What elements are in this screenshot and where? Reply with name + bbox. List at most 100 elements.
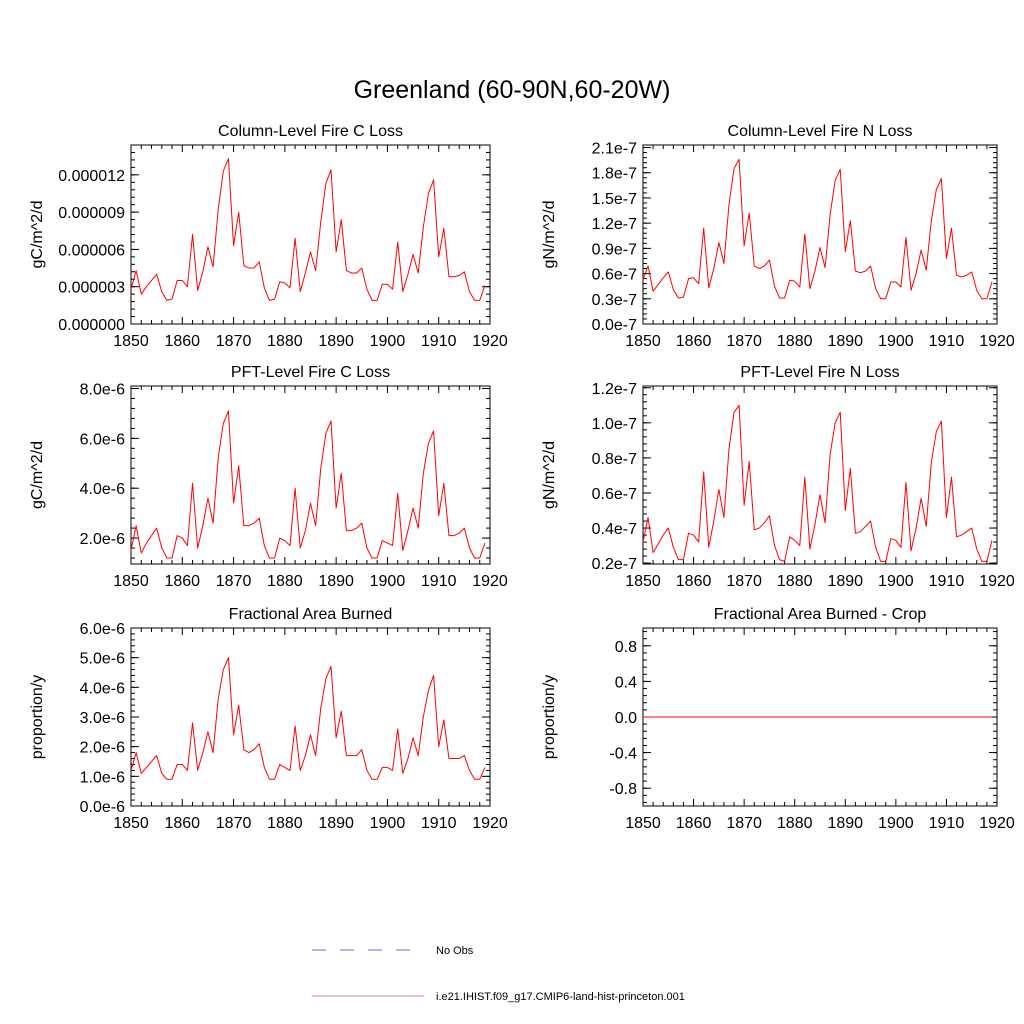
panel-1-y-tick-label: 0.000006 — [58, 242, 125, 259]
panel-1-y-axis-label: gC/m^2/d — [29, 201, 46, 269]
panel-4-y-tick-label: 1.0e-7 — [592, 416, 637, 433]
panel-2-x-tick-label: 1860 — [676, 333, 712, 350]
panel-1-y-tick-label: 0.000012 — [58, 168, 125, 185]
panel-2-series-line — [642, 158, 993, 300]
panel-3-pft-level-fire-c-loss: PFT-Level Fire C Loss gC/m^2/d 1850 1860 187… — [29, 364, 508, 590]
panel-6-x-tick-label: 1870 — [726, 815, 762, 832]
panel-2-x-tick-label: 1920 — [979, 333, 1015, 350]
panel-1-x-tick-label: 1900 — [370, 333, 406, 350]
panel-1-x-tick-label: 1910 — [421, 333, 457, 350]
panel-4-title: PFT-Level Fire N Loss — [740, 364, 899, 381]
panel-3-x-tick-label: 1900 — [370, 573, 406, 590]
panel-1-series-line — [130, 158, 486, 301]
panel-5-x-tick-label: 1910 — [421, 815, 457, 832]
panel-6-y-tick-label: 0.0 — [615, 710, 637, 727]
panel-5-x-tick-label: 1850 — [113, 815, 149, 832]
panel-6-x-tick-label: 1880 — [777, 815, 813, 832]
panel-3-y-tick-label: 2.0e-6 — [80, 531, 125, 548]
panel-6-x-tick-label: 1890 — [827, 815, 863, 832]
panel-3-title: PFT-Level Fire C Loss — [231, 364, 390, 381]
panel-3-series-line — [130, 410, 486, 559]
panel-5-x-tick-label: 1920 — [472, 815, 508, 832]
panel-3-x-tick-label: 1890 — [318, 573, 354, 590]
panel-2-x-tick-label: 1890 — [827, 333, 863, 350]
panel-3-plot-frame — [130, 385, 491, 565]
panel-5-title: Fractional Area Burned — [229, 606, 393, 623]
panel-5-x-tick-label: 1880 — [267, 815, 303, 832]
panel-4-x-tick-label: 1870 — [726, 573, 762, 590]
panel-3-x-tick-label: 1910 — [421, 573, 457, 590]
panel-2-column-level-fire-n-loss: Column-Level Fire N Loss gN/m^2/d 1850 1860… — [541, 123, 1015, 350]
panel-6-y-tick-label: -0.4 — [609, 746, 637, 763]
panel-2-y-tick-label: 0.9e-7 — [592, 241, 637, 258]
panel-2-y-axis-label: gN/m^2/d — [541, 201, 558, 269]
panel-6-fractional-area-burned-crop: Fractional Area Burned - Crop proportion/… — [541, 606, 1015, 832]
panel-5-fractional-area-burned: Fractional Area Burned proportion/y 1850 18… — [29, 606, 508, 832]
panel-4-x-tick-label: 1860 — [676, 573, 712, 590]
panel-1-y-tick-label: 0.000009 — [58, 205, 125, 222]
panel-4-y-tick-label: 1.2e-7 — [592, 381, 637, 398]
panel-5-x-tick-label: 1860 — [164, 815, 200, 832]
panel-2-title: Column-Level Fire N Loss — [728, 123, 913, 140]
panel-3-x-tick-label: 1870 — [216, 573, 252, 590]
panel-3-x-tick-label: 1920 — [472, 573, 508, 590]
panel-6-x-tick-label: 1850 — [625, 815, 661, 832]
panel-4-y-axis-label: gN/m^2/d — [541, 441, 558, 509]
panel-1-x-tick-label: 1890 — [318, 333, 354, 350]
panel-3-y-axis-label: gC/m^2/d — [29, 441, 46, 509]
panel-1-y-tick-label: 0.000000 — [58, 317, 125, 334]
panel-2-x-tick-label: 1850 — [625, 333, 661, 350]
panel-3-x-tick-label: 1860 — [164, 573, 200, 590]
panel-3-y-tick-label: 8.0e-6 — [80, 381, 125, 398]
panel-5-y-tick-label: 1.0e-6 — [80, 769, 125, 786]
panel-5-y-tick-label: 6.0e-6 — [80, 621, 125, 638]
panel-6-x-tick-label: 1910 — [929, 815, 965, 832]
panel-5-x-tick-label: 1890 — [318, 815, 354, 832]
panel-3-y-tick-label: 4.0e-6 — [80, 481, 125, 498]
panel-1-plot-frame — [130, 144, 491, 325]
panel-4-series-line — [642, 404, 993, 562]
panel-2-x-tick-label: 1870 — [726, 333, 762, 350]
panel-5-y-tick-label: 4.0e-6 — [80, 680, 125, 697]
panel-4-x-tick-label: 1910 — [929, 573, 965, 590]
panel-1-x-tick-label: 1880 — [267, 333, 303, 350]
panel-6-y-tick-label: -0.8 — [609, 781, 637, 798]
panel-6-title: Fractional Area Burned - Crop — [714, 606, 927, 623]
panel-2-y-tick-label: 1.5e-7 — [592, 191, 637, 208]
panel-4-y-tick-label: 0.4e-7 — [592, 521, 637, 538]
panel-2-y-tick-label: 0.3e-7 — [592, 292, 637, 309]
panel-4-x-tick-label: 1920 — [979, 573, 1015, 590]
panel-2-plot-frame — [642, 144, 998, 325]
panel-4-x-tick-label: 1890 — [827, 573, 863, 590]
panel-5-series-line — [130, 657, 486, 780]
panel-5-x-tick-label: 1900 — [370, 815, 406, 832]
legend: No Obs i.e21.IHIST.f09_g17.CMIP6-land-hi… — [312, 945, 685, 1003]
panel-3-x-tick-label: 1850 — [113, 573, 149, 590]
panel-2-y-tick-label: 0.6e-7 — [592, 267, 637, 284]
figure-title: Greenland (60-90N,60-20W) — [354, 76, 671, 104]
panel-2-y-tick-label: 1.8e-7 — [592, 166, 637, 183]
panel-2-y-tick-label: 2.1e-7 — [592, 141, 637, 158]
panel-5-y-axis-label: proportion/y — [29, 675, 46, 760]
panel-1-x-tick-label: 1850 — [113, 333, 149, 350]
panel-4-x-tick-label: 1900 — [878, 573, 914, 590]
panel-5-x-tick-label: 1870 — [216, 815, 252, 832]
panel-6-y-axis-label: proportion/y — [541, 675, 558, 760]
panel-1-y-tick-label: 0.000003 — [58, 280, 125, 297]
panel-4-x-tick-label: 1850 — [625, 573, 661, 590]
panel-3-y-tick-label: 6.0e-6 — [80, 431, 125, 448]
panel-4-x-tick-label: 1880 — [777, 573, 813, 590]
panel-4-pft-level-fire-n-loss: PFT-Level Fire N Loss gN/m^2/d 1850 1860 187… — [541, 364, 1015, 590]
panels-group: Column-Level Fire C Loss gC/m^2/d 1850 1860… — [29, 123, 1015, 832]
panel-5-y-tick-label: 5.0e-6 — [80, 651, 125, 668]
panel-6-x-tick-label: 1920 — [979, 815, 1015, 832]
panel-2-x-tick-label: 1910 — [929, 333, 965, 350]
panel-4-y-tick-label: 0.2e-7 — [592, 556, 637, 573]
panel-3-x-tick-label: 1880 — [267, 573, 303, 590]
panel-5-y-tick-label: 2.0e-6 — [80, 740, 125, 757]
panel-2-x-tick-label: 1900 — [878, 333, 914, 350]
panel-4-y-tick-label: 0.8e-7 — [592, 451, 637, 468]
panel-6-y-tick-label: 0.8 — [615, 639, 637, 656]
panel-2-y-tick-label: 1.2e-7 — [592, 216, 637, 233]
